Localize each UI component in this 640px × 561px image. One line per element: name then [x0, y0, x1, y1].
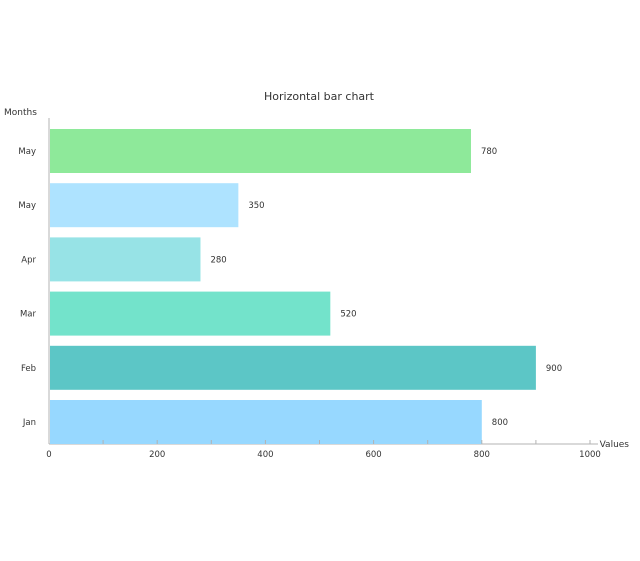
- bar-2: [50, 237, 201, 282]
- x-tick-label-4: 800: [474, 450, 490, 460]
- category-label-2: Apr: [21, 255, 36, 265]
- data-label-4: 900: [546, 364, 562, 374]
- bar-1: [50, 183, 239, 228]
- data-label-1: 350: [248, 201, 264, 211]
- x-tick-label-0: 0: [46, 450, 51, 460]
- x-tick-label-3: 600: [365, 450, 381, 460]
- category-label-0: May: [18, 147, 36, 157]
- data-label-0: 780: [481, 147, 497, 157]
- category-label-3: Mar: [20, 310, 37, 320]
- x-tick-label-2: 400: [257, 450, 273, 460]
- x-tick-label-1: 200: [149, 450, 165, 460]
- data-label-2: 280: [210, 255, 226, 265]
- x-ticks-group: 0 200 400 600 800 1000: [46, 440, 601, 460]
- bar-3: [50, 291, 331, 336]
- category-label-4: Feb: [21, 364, 36, 374]
- category-label-1: May: [18, 201, 36, 211]
- chart-title: Horizontal bar chart: [264, 90, 375, 103]
- data-label-5: 800: [492, 418, 508, 428]
- category-label-5: Jan: [22, 418, 36, 428]
- bar-0: [50, 129, 471, 173]
- x-axis-label: Values: [600, 440, 630, 450]
- x-tick-label-5: 1000: [579, 450, 601, 460]
- y-axis-label: Months: [4, 108, 37, 118]
- data-label-3: 520: [340, 310, 356, 320]
- bars-group: May 780 May 350 Apr 280 Mar 520 Feb 900 Jan 800: [18, 129, 562, 444]
- bar-5: [50, 400, 482, 444]
- bar-4: [50, 345, 536, 390]
